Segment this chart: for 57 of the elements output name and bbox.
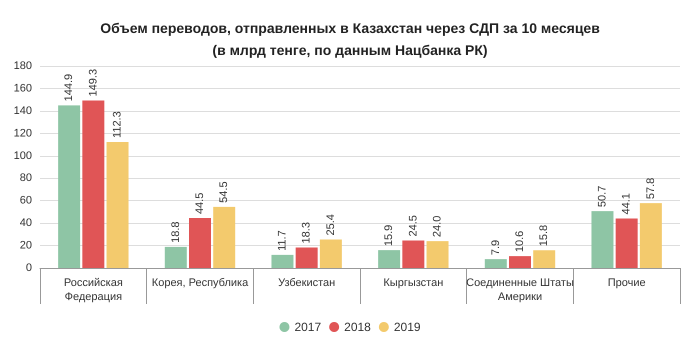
y-tick-label: 160 [14, 82, 32, 94]
bar [271, 254, 294, 268]
bar [533, 250, 556, 268]
y-tick-label: 40 [20, 217, 32, 230]
data-label: 54.5 [218, 181, 230, 203]
bar [213, 206, 236, 268]
bar [591, 211, 614, 268]
data-label: 18.3 [300, 222, 313, 244]
x-tick-label: Соединенные Штаты Америки [466, 277, 574, 303]
bar [164, 246, 187, 268]
bar [402, 240, 424, 268]
data-label: 18.8 [170, 221, 182, 243]
data-label: 24.0 [432, 216, 444, 238]
y-tick-label: 180 [14, 60, 32, 72]
data-label: 10.6 [514, 230, 526, 252]
bar [509, 256, 531, 268]
x-tick-label: Узбекистан [278, 277, 336, 289]
data-label: 11.7 [276, 230, 288, 251]
data-label: 15.9 [383, 224, 396, 246]
y-tick-label: 80 [20, 172, 32, 184]
x-tick-label: Корея, Республика [152, 277, 250, 289]
data-label: 57.8 [644, 178, 657, 200]
data-label: 149.3 [87, 68, 100, 96]
bar [320, 239, 342, 268]
bar [616, 218, 638, 268]
y-tick-label: 100 [14, 150, 32, 162]
bar [484, 259, 507, 268]
bar [82, 100, 104, 268]
legend-label: 2018 [344, 320, 372, 334]
data-label: 15.8 [538, 224, 550, 246]
bar [426, 241, 449, 268]
legend-label: 2019 [394, 320, 421, 334]
legend-label: 2017 [294, 320, 322, 334]
bar [58, 105, 80, 268]
data-label: 144.9 [63, 74, 76, 102]
y-tick-label: 120 [14, 127, 32, 140]
y-tick-label: 20 [20, 240, 32, 252]
x-tick-label: Прочие [608, 277, 646, 289]
data-label: 44.5 [194, 192, 206, 214]
chart-title: Объем переводов, отправленных в Казахстан через СДП за 10 месяцев [100, 20, 600, 36]
data-label: 112.3 [112, 111, 124, 138]
x-tick-label: Кыргызстан [383, 277, 444, 289]
y-tick-label: 0 [26, 262, 32, 274]
x-tick-label: Российская Федерация [64, 277, 123, 303]
chart-subtitle: (в млрд тенге, по данным Нацбанка РК) [212, 42, 488, 58]
bar [296, 247, 318, 268]
y-tick-label: 140 [14, 104, 32, 117]
data-label: 7.9 [490, 240, 502, 256]
data-label: 50.7 [596, 186, 608, 208]
y-tick-label: 60 [20, 194, 32, 207]
bar [106, 142, 129, 268]
data-label: 44.1 [620, 193, 633, 215]
data-label: 24.5 [407, 215, 420, 237]
bar [640, 203, 662, 268]
data-label: 25.4 [324, 214, 337, 236]
bar [378, 250, 400, 268]
bar [189, 218, 211, 268]
